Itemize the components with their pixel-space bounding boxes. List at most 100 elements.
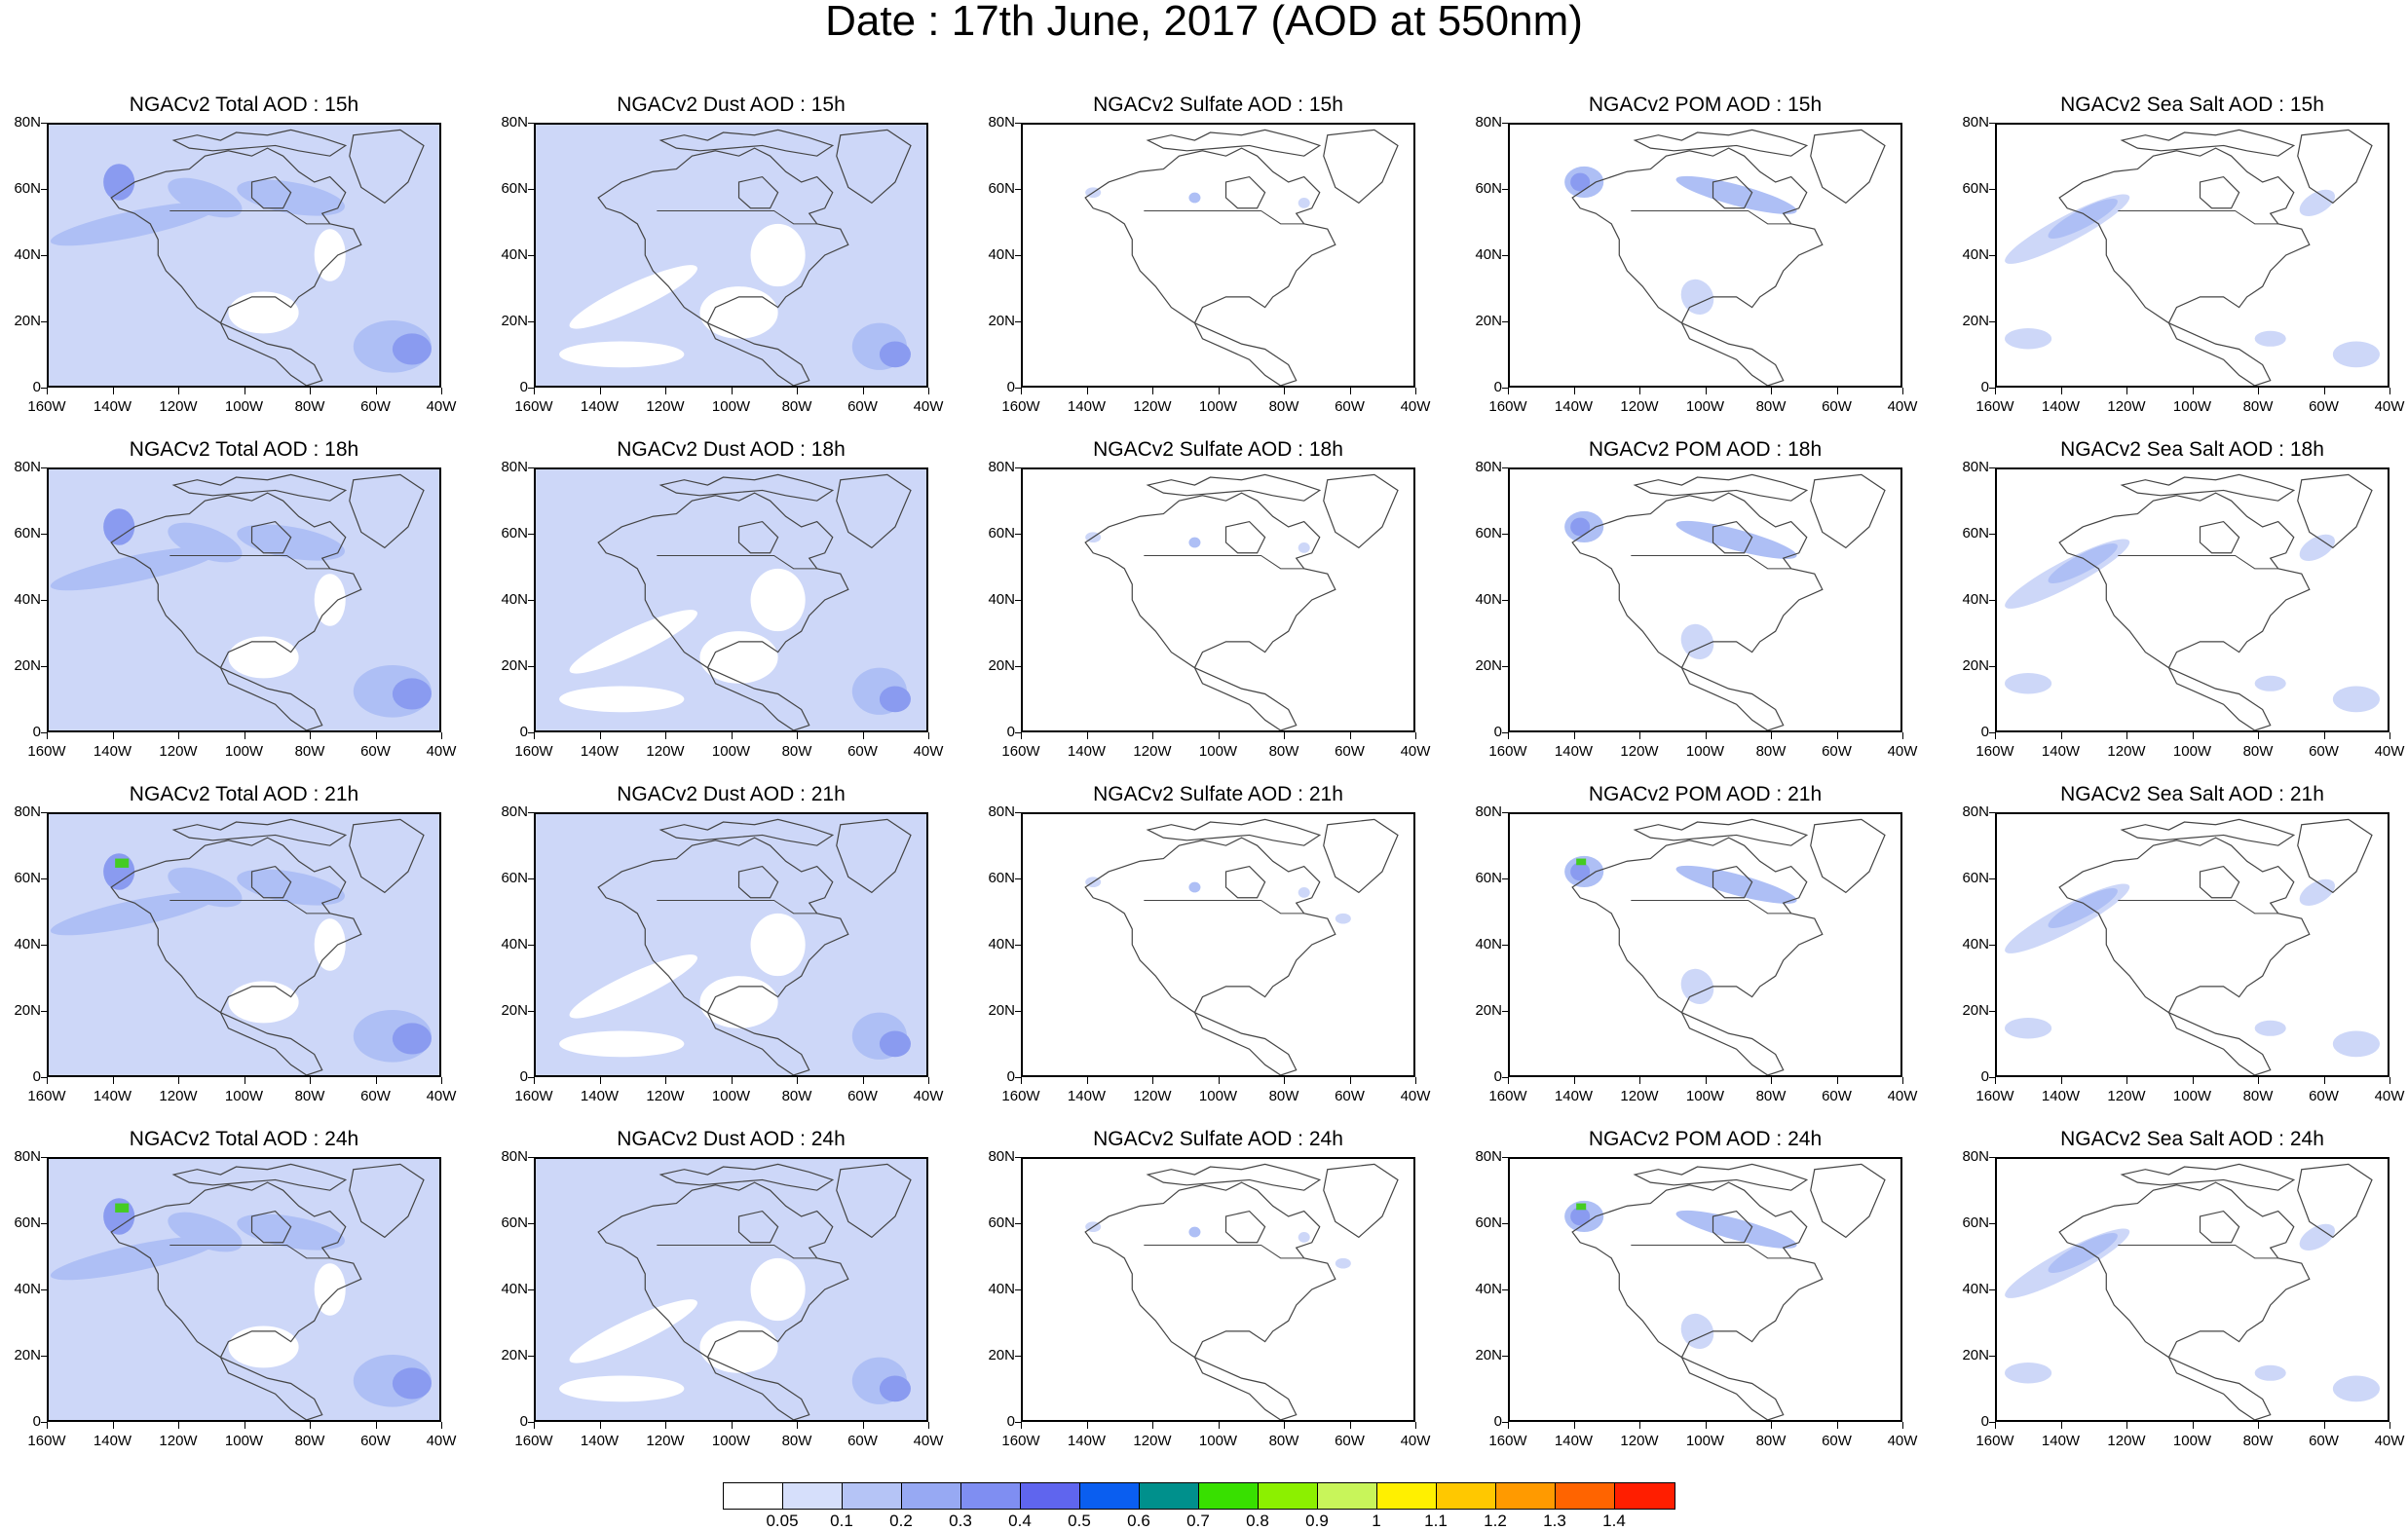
lon-tick xyxy=(441,388,442,394)
colorbar-label: 0.8 xyxy=(1246,1512,1269,1530)
map-svg xyxy=(49,469,439,730)
lon-tick xyxy=(1902,1422,1903,1429)
lon-tick-label: 120W xyxy=(1620,1088,1659,1104)
coastlines xyxy=(598,1164,911,1420)
lon-tick-label: 100W xyxy=(1685,398,1725,415)
lat-tick xyxy=(41,123,48,124)
aod-plume xyxy=(1570,172,1591,192)
lon-tick xyxy=(112,732,114,739)
aod-plume xyxy=(2048,1232,2118,1273)
lat-tick-label: 0 xyxy=(519,379,528,395)
lat-tick xyxy=(1015,1223,1022,1224)
panel-title: NGACv2 Dust AOD : 15h xyxy=(617,93,846,116)
colorbar-swatch xyxy=(1556,1483,1615,1509)
lat-tick-label: 40N xyxy=(14,936,41,952)
colorbar-label: 0.7 xyxy=(1186,1512,1210,1530)
aod-plume xyxy=(103,164,135,201)
lat-tick xyxy=(528,388,535,389)
map-panel-pom xyxy=(1508,812,1902,1077)
colorbar-label: 1 xyxy=(1372,1512,1381,1530)
coastline-path xyxy=(660,130,832,156)
lat-tick-label: 0 xyxy=(519,724,528,740)
country-border xyxy=(657,1245,816,1257)
panel-title: NGACv2 Sea Salt AOD : 21h xyxy=(2060,783,2324,805)
lat-tick xyxy=(1502,1011,1509,1012)
lat-tick xyxy=(1989,732,1996,733)
panel-title: NGACv2 Sulfate AOD : 18h xyxy=(1093,438,1343,461)
colorbar-swatch xyxy=(1021,1483,1080,1509)
lon-tick xyxy=(1771,1422,1772,1429)
map-panel-seasalt xyxy=(1995,1157,2389,1422)
map-panel-dust xyxy=(534,467,928,732)
lat-tick xyxy=(528,189,535,190)
lon-tick-label: 60W xyxy=(847,1433,878,1449)
aod-hotspot xyxy=(1576,858,1587,866)
aod-plume xyxy=(2332,686,2380,713)
coastline-path xyxy=(598,1182,848,1420)
aod-plume xyxy=(1298,198,1310,208)
aod-clear-patch xyxy=(314,574,346,626)
colorbar-swatch xyxy=(1377,1483,1437,1509)
lon-tick xyxy=(1771,1077,1772,1084)
aod-clear-patch xyxy=(314,918,346,971)
lat-tick xyxy=(528,732,535,733)
aod-plume xyxy=(1675,520,1797,559)
coastline-path xyxy=(111,493,361,730)
lat-tick xyxy=(1502,1422,1509,1423)
lon-tick-label: 60W xyxy=(847,1088,878,1104)
coastline-path xyxy=(2059,148,2310,386)
aod-clear-patch xyxy=(750,1257,806,1322)
coastline-path xyxy=(1811,1164,1885,1237)
lon-tick-label: 60W xyxy=(1335,743,1365,760)
lon-tick-label: 120W xyxy=(1133,398,1172,415)
map-svg xyxy=(536,125,926,386)
lon-tick xyxy=(2323,732,2325,739)
lon-tick-label: 40W xyxy=(1400,1088,1431,1104)
aod-clear-patch xyxy=(559,1375,685,1402)
panel-title: NGACv2 Sea Salt AOD : 15h xyxy=(2060,93,2324,116)
lat-tick xyxy=(1989,600,1996,601)
coastline-path xyxy=(2298,819,2372,892)
lon-tick xyxy=(2060,1077,2062,1084)
aod-clear-patch xyxy=(699,1321,778,1373)
lat-tick-label: 60N xyxy=(988,1214,1015,1231)
lon-tick xyxy=(1152,1077,1153,1084)
aod-plume xyxy=(2254,330,2286,347)
aod-plume xyxy=(2005,673,2052,694)
lon-tick xyxy=(1573,732,1575,739)
aod-clear-patch xyxy=(228,1326,299,1368)
lon-tick-label: 160W xyxy=(1488,1433,1527,1449)
lon-tick-label: 100W xyxy=(1685,1433,1725,1449)
lon-tick xyxy=(1836,1077,1838,1084)
aod-clear-patch xyxy=(559,341,685,368)
lat-tick-label: 40N xyxy=(1962,246,1989,263)
aod-plume xyxy=(237,1214,345,1251)
aod-plume xyxy=(2005,1363,2052,1384)
lat-tick-label: 80N xyxy=(1962,1148,1989,1165)
aod-plume xyxy=(237,869,345,906)
lat-tick xyxy=(41,1157,48,1158)
lon-tick-label: 40W xyxy=(2374,398,2405,415)
lat-tick-label: 60N xyxy=(1962,870,1989,886)
lat-tick-label: 0 xyxy=(32,724,41,740)
aod-plume xyxy=(168,867,243,908)
coastline-path xyxy=(1635,819,1806,845)
colorbar-swatch xyxy=(1140,1483,1199,1509)
aod-clear-patch xyxy=(569,1299,697,1363)
lat-tick-label: 60N xyxy=(1475,1214,1502,1231)
lon-tick xyxy=(1284,1422,1285,1429)
lon-tick-label: 40W xyxy=(2374,1088,2405,1104)
lon-tick-label: 60W xyxy=(360,1433,391,1449)
lon-tick-label: 80W xyxy=(781,743,812,760)
lat-tick-label: 60N xyxy=(14,870,41,886)
lon-tick-label: 80W xyxy=(1755,1433,1787,1449)
lat-tick-label: 80N xyxy=(988,1148,1015,1165)
lon-tick-label: 60W xyxy=(1335,1433,1365,1449)
lon-tick-label: 120W xyxy=(159,743,198,760)
country-border xyxy=(657,210,816,223)
aod-plume xyxy=(50,1236,219,1281)
lon-tick xyxy=(1349,1422,1351,1429)
lon-tick-label: 140W xyxy=(580,743,620,760)
map-svg xyxy=(1997,1159,2388,1420)
aod-plume xyxy=(1298,1232,1310,1243)
